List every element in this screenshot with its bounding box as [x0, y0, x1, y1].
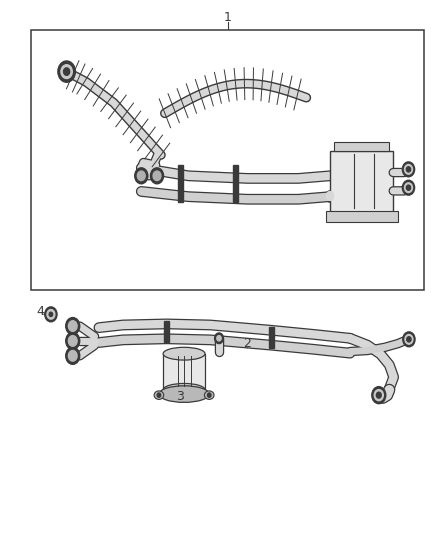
Circle shape	[153, 171, 161, 181]
Circle shape	[68, 336, 77, 346]
Circle shape	[215, 333, 223, 344]
Circle shape	[374, 390, 383, 401]
Circle shape	[66, 348, 80, 365]
Ellipse shape	[154, 391, 164, 399]
Circle shape	[403, 162, 415, 177]
Text: 4: 4	[36, 305, 44, 318]
Ellipse shape	[159, 386, 209, 402]
Circle shape	[150, 168, 163, 184]
Circle shape	[47, 310, 55, 319]
Circle shape	[405, 165, 413, 174]
Circle shape	[403, 180, 415, 195]
Bar	[334, 142, 389, 151]
Polygon shape	[269, 327, 274, 349]
Circle shape	[135, 168, 148, 184]
Bar	[325, 211, 398, 222]
Circle shape	[405, 335, 413, 344]
Polygon shape	[233, 165, 238, 203]
Circle shape	[157, 393, 161, 397]
Circle shape	[406, 167, 411, 172]
Circle shape	[217, 336, 221, 341]
Ellipse shape	[163, 348, 205, 360]
Circle shape	[66, 318, 80, 335]
Circle shape	[49, 312, 53, 317]
Text: 3: 3	[176, 390, 184, 403]
Circle shape	[68, 351, 77, 361]
Circle shape	[372, 386, 386, 403]
Circle shape	[208, 393, 211, 397]
Bar	[31, 30, 424, 290]
Polygon shape	[164, 321, 169, 342]
Bar	[163, 354, 205, 390]
Circle shape	[68, 321, 77, 332]
Text: 2: 2	[244, 337, 251, 350]
Ellipse shape	[163, 383, 205, 396]
Circle shape	[66, 333, 80, 350]
Circle shape	[61, 64, 72, 78]
Bar	[330, 151, 393, 212]
Polygon shape	[178, 165, 183, 203]
Circle shape	[64, 68, 70, 75]
Text: 1: 1	[224, 11, 232, 24]
Circle shape	[45, 307, 57, 322]
Ellipse shape	[205, 391, 214, 399]
Circle shape	[376, 392, 381, 398]
Circle shape	[406, 185, 411, 190]
Circle shape	[405, 183, 413, 192]
Circle shape	[138, 171, 145, 181]
Circle shape	[403, 332, 415, 347]
Circle shape	[58, 61, 75, 82]
Circle shape	[407, 337, 411, 342]
